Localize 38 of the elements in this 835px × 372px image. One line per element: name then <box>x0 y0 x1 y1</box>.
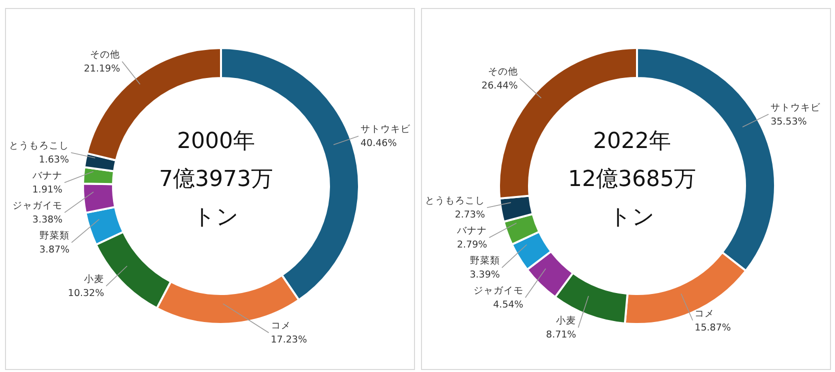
data-label: 1.91% <box>32 184 62 196</box>
data-label: 35.53% <box>770 116 807 128</box>
data-label: 17.23% <box>270 334 308 346</box>
slice-label: ジャガイモ <box>473 286 524 297</box>
text: 7億3973万 <box>158 166 274 194</box>
text: 2022年 <box>592 128 672 156</box>
data-label: 21.19% <box>84 63 120 74</box>
data-label: 8.71% <box>546 330 576 341</box>
slice-label: 小麦 <box>556 314 576 327</box>
slice-label: コメ <box>694 308 715 320</box>
slice-label: その他 <box>90 48 120 60</box>
slice-label: 野菜類 <box>40 230 70 242</box>
slice-label: とうもろこし <box>9 140 69 152</box>
data-label: 3.38% <box>32 214 63 226</box>
slice-label: コメ <box>270 320 291 332</box>
slice-label: 小麦 <box>84 273 104 286</box>
text: トン <box>192 204 240 232</box>
slice-label: サトウキビ <box>360 124 412 136</box>
slice-label: その他 <box>488 65 518 78</box>
data-label: 4.54% <box>493 300 524 311</box>
slice-label: バナナ <box>456 226 488 237</box>
slice-label: サトウキビ <box>770 102 822 114</box>
data-label: 40.46% <box>360 138 397 150</box>
text: 12億3685万 <box>567 166 697 194</box>
data-label: 26.44% <box>482 80 518 92</box>
text: 2000年 <box>176 128 256 156</box>
data-label: 2.79% <box>457 240 488 251</box>
slice-label: バナナ <box>31 170 62 182</box>
data-label: 10.32% <box>68 288 104 300</box>
data-label: 1.63% <box>38 154 69 166</box>
data-label: 2.73% <box>454 210 485 221</box>
slice-label: 野菜類 <box>470 254 500 267</box>
data-label: 15.87% <box>694 322 731 334</box>
slice-label: とうもろこし <box>425 196 485 207</box>
data-label: 3.39% <box>470 270 500 281</box>
data-label: 3.87% <box>39 244 70 256</box>
slice-label: ジャガイモ <box>12 200 63 212</box>
text: トン <box>608 204 656 232</box>
